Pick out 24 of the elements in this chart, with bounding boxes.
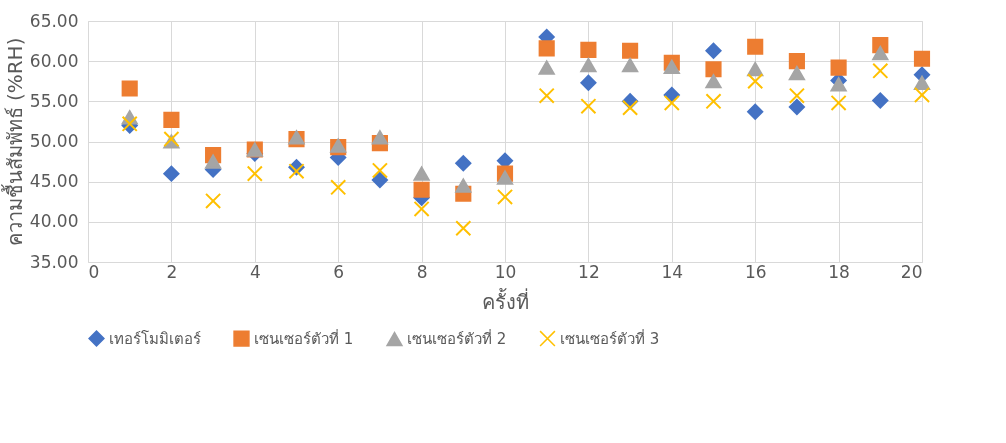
y-tick-label: 50.00: [29, 131, 79, 151]
y-axis-title: ความชื้นสัมพัทธ์ (%RH): [0, 37, 27, 247]
legend-label: เทอร์โมมิเตอร์: [109, 329, 201, 348]
legend-label: เซนเซอร์ตัวที่ 2: [407, 328, 507, 349]
x-tick-label: 8: [416, 261, 428, 282]
y-tick-label: 65.00: [29, 10, 79, 31]
y-tick-label: 45.00: [29, 171, 79, 192]
x-tick-label: 10: [494, 261, 517, 282]
x-axis-title: ครั้งที่: [482, 287, 529, 314]
y-tick-label: 35.00: [29, 251, 79, 272]
x-tick-label: 6: [333, 261, 345, 282]
x-tick-label: 18: [828, 261, 850, 282]
y-tick-label: 40.00: [29, 211, 79, 232]
x-tick-label: 12: [578, 261, 600, 282]
x-tick-label: 20: [900, 261, 923, 282]
x-tick-label: 2: [166, 261, 178, 282]
x-tick-label: 4: [249, 261, 261, 282]
y-tick-label: 60.00: [29, 50, 79, 71]
x-tick-label: 0: [88, 261, 100, 282]
y-tick-label: 55.00: [29, 90, 79, 111]
legend-label: เซนเซอร์ตัวที่ 1: [254, 327, 354, 348]
x-tick-label: 16: [744, 261, 767, 282]
x-tick-label: 14: [661, 261, 684, 282]
legend-label: เซนเซอร์ตัวที่ 3: [560, 327, 660, 348]
